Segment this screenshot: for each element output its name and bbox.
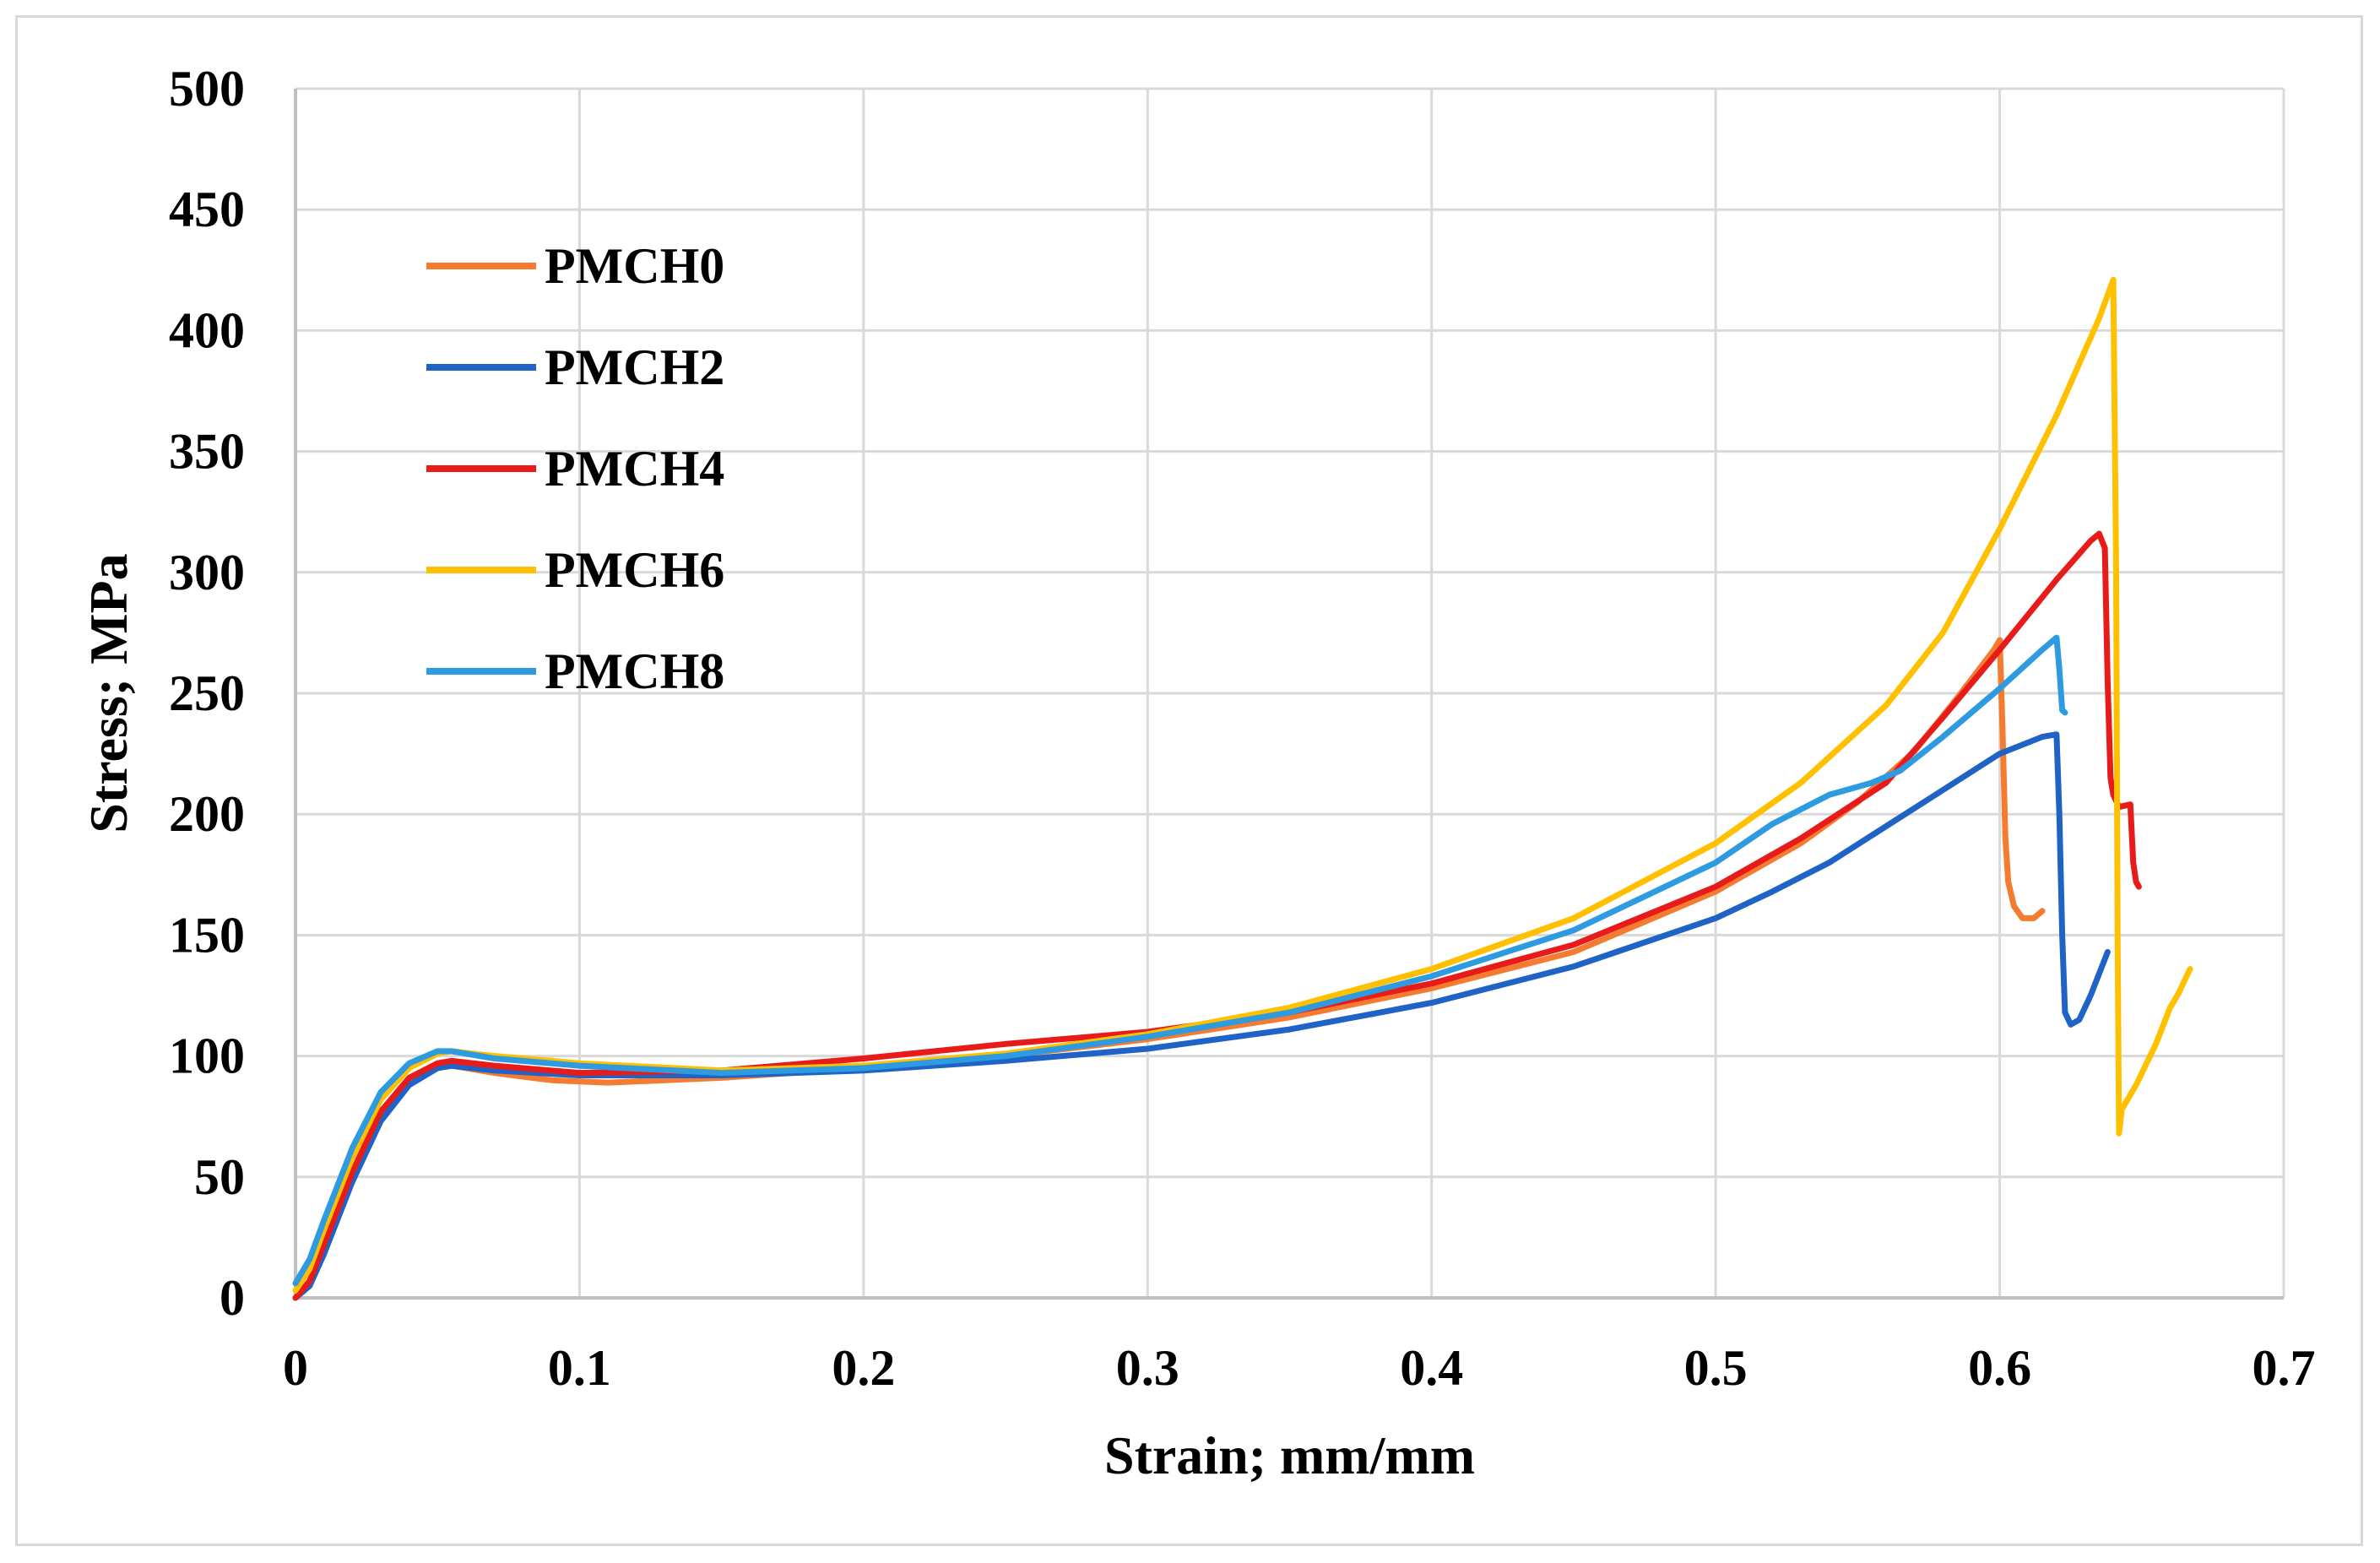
x-tick-label: 0.2 (832, 1340, 895, 1396)
y-tick-label: 400 (169, 302, 245, 358)
series-line-pmch6 (292, 276, 2193, 1294)
legend-label-pmch6: PMCH6 (545, 542, 724, 598)
x-tick-label: 0.5 (1684, 1340, 1748, 1396)
x-tick-label: 0.6 (1968, 1340, 2031, 1396)
x-tick-label: 0.1 (548, 1340, 611, 1396)
chart-frame (15, 15, 2363, 1546)
x-tick-label: 0.3 (1116, 1340, 1179, 1396)
series-line-pmch0 (292, 637, 2046, 1301)
y-tick-label: 100 (169, 1028, 245, 1084)
series-line-pmch4 (292, 530, 2142, 1301)
y-tick-label: 450 (169, 182, 245, 237)
x-axis-title: Strain; mm/mm (1104, 1425, 1475, 1485)
y-tick-label: 50 (194, 1149, 245, 1205)
y-tick-label: 300 (169, 545, 245, 600)
x-tick-label: 0.7 (2253, 1340, 2316, 1396)
x-tick-labels: 0 0.1 0.2 0.3 0.4 0.5 0.6 0.7 (283, 1340, 2316, 1396)
y-tick-label: 250 (169, 665, 245, 721)
x-tick-label: 0 (283, 1340, 308, 1396)
y-tick-label: 350 (169, 424, 245, 480)
y-axis-title: Stress; MPa (79, 553, 138, 833)
y-tick-label: 500 (169, 61, 245, 117)
legend: PMCH0 PMCH2 PMCH4 PMCH6 PMCH8 (426, 238, 724, 699)
y-tick-labels: 0 50 100 150 200 250 300 350 400 450 500 (169, 61, 245, 1326)
series-lines (292, 276, 2193, 1301)
series-line-pmch8 (292, 634, 2068, 1287)
axes (294, 89, 2284, 1300)
x-tick-label: 0.4 (1400, 1340, 1463, 1396)
gridlines (295, 87, 2285, 1298)
legend-label-pmch4: PMCH4 (545, 441, 724, 497)
y-tick-label: 150 (169, 907, 245, 963)
y-tick-label: 200 (169, 786, 245, 842)
series-line-pmch2 (292, 731, 2111, 1301)
legend-label-pmch8: PMCH8 (545, 643, 724, 699)
legend-label-pmch2: PMCH2 (545, 339, 724, 395)
y-tick-label: 0 (220, 1270, 245, 1326)
legend-label-pmch0: PMCH0 (545, 238, 724, 294)
